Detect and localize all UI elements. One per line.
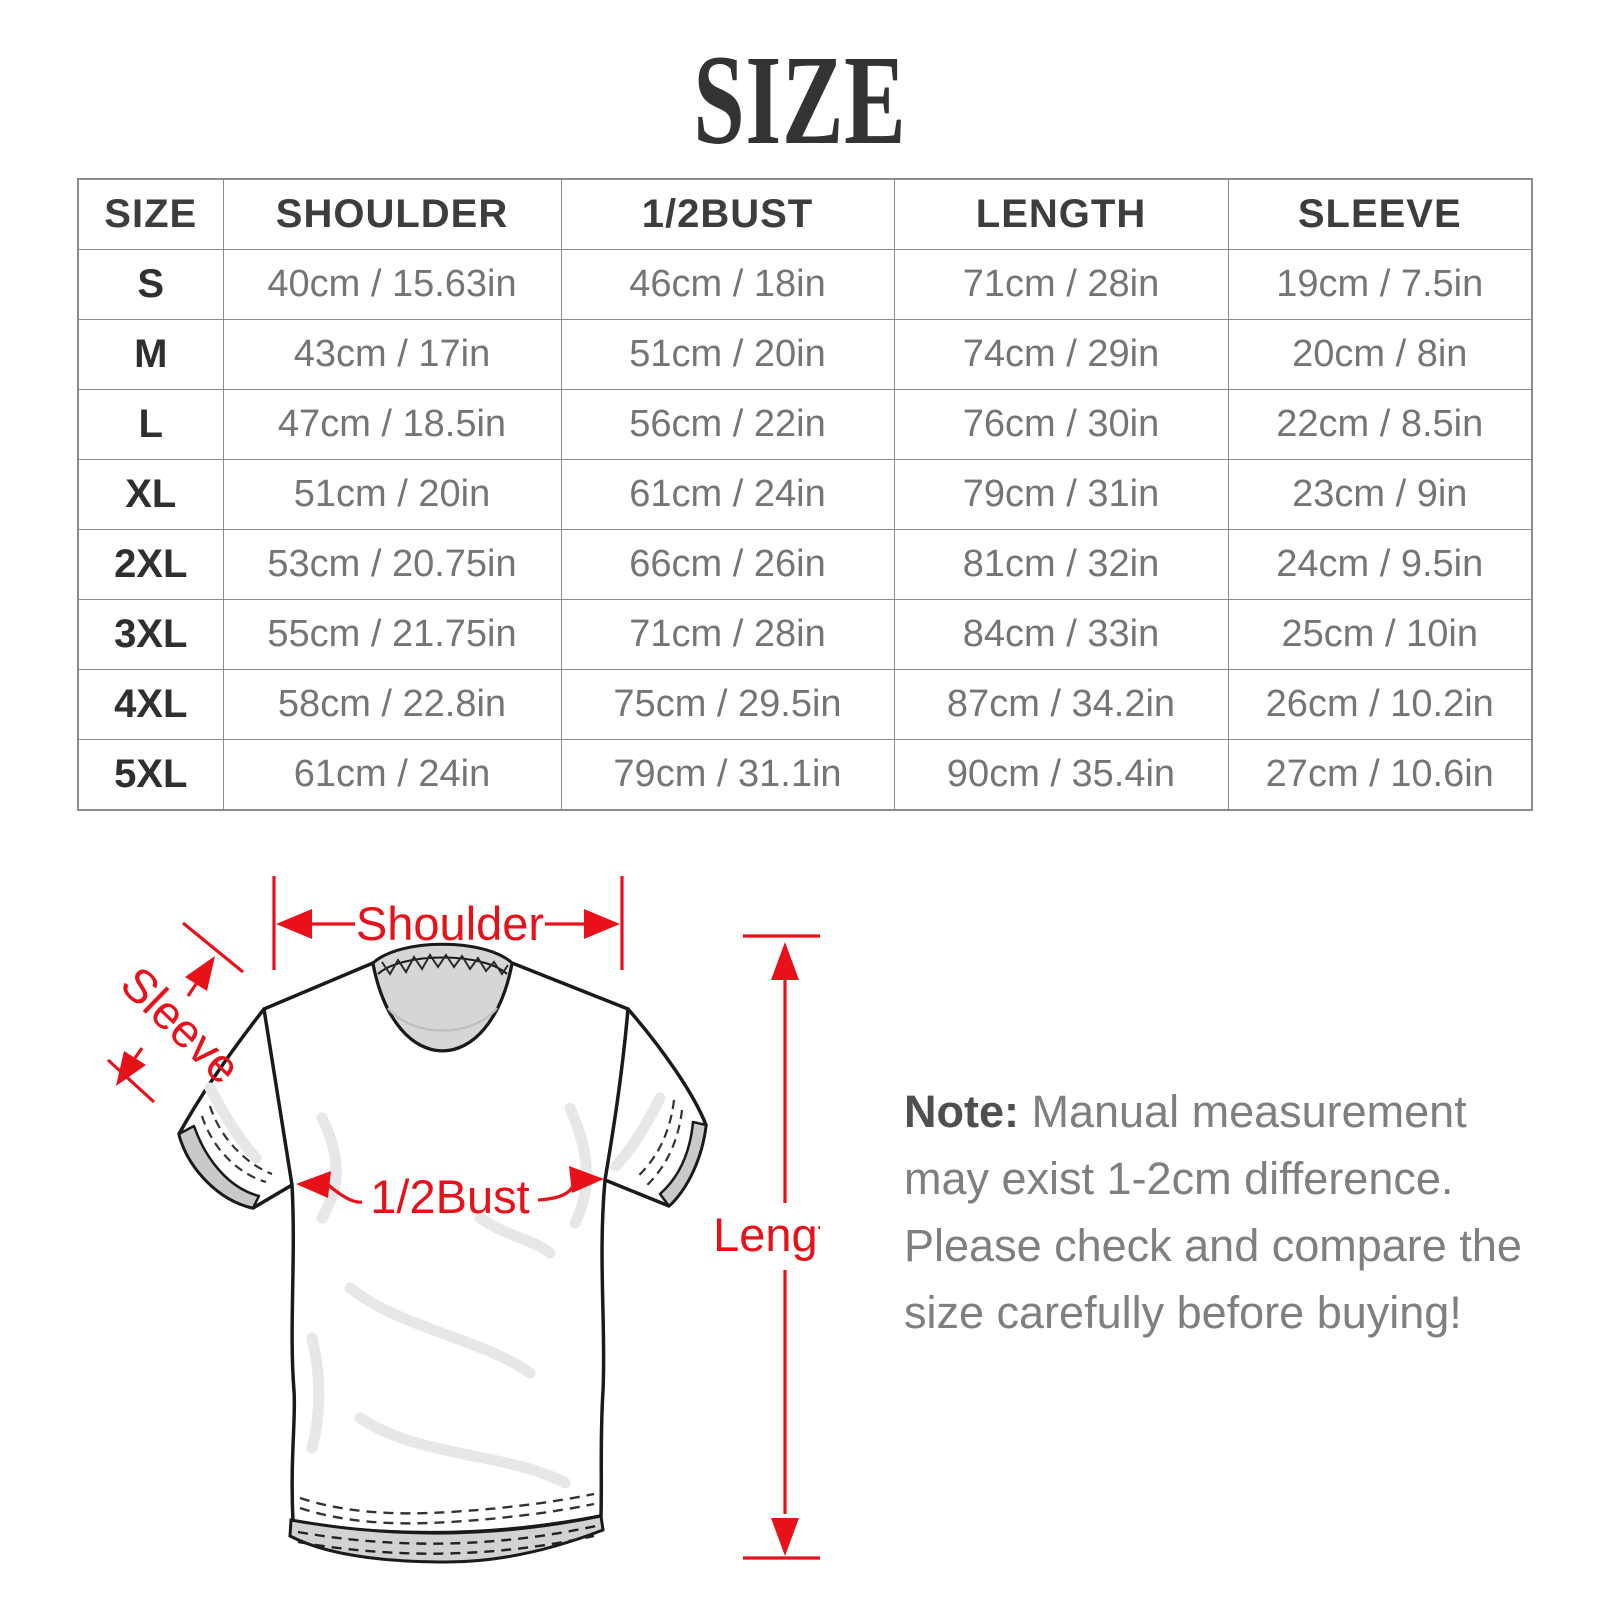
table-row: 5XL 61cm / 24in 79cm / 31.1in 90cm / 35.4in… xyxy=(77,739,1533,811)
shoulder-arrow xyxy=(272,876,624,970)
size-label-cell: 3XL xyxy=(77,599,224,670)
measurement-cell: 43cm / 17in xyxy=(222,319,562,390)
size-label-cell: XL xyxy=(77,459,224,530)
measurement-cell: 61cm / 24in xyxy=(560,459,895,530)
header-sleeve: SLEEVE xyxy=(1227,178,1533,250)
table-row: 2XL 53cm / 20.75in 66cm / 26in 81cm / 32in 2… xyxy=(77,529,1533,600)
table-row: 4XL 58cm / 22.8in 75cm / 29.5in 87cm / 34.2… xyxy=(77,669,1533,740)
measurement-cell: 46cm / 18in xyxy=(560,249,895,320)
measurement-cell: 22cm / 8.5in xyxy=(1227,389,1533,460)
measurement-cell: 23cm / 9in xyxy=(1227,459,1533,530)
measurement-cell: 25cm / 10in xyxy=(1227,599,1533,670)
measurement-cell: 79cm / 31in xyxy=(893,459,1229,530)
table-row: 3XL 55cm / 21.75in 71cm / 28in 84cm / 33in 2… xyxy=(77,599,1533,670)
measurement-cell: 51cm / 20in xyxy=(560,319,895,390)
measurement-cell: 20cm / 8in xyxy=(1227,319,1533,390)
bust-label: 1/2Bust xyxy=(370,1170,529,1223)
size-label-cell: 2XL xyxy=(77,529,224,600)
note-block: Note: Manual measurement may exist 1-2cm… xyxy=(904,1078,1528,1346)
measurement-cell: 79cm / 31.1in xyxy=(560,739,895,811)
hem xyxy=(288,1492,605,1564)
header-length: LENGTH xyxy=(893,178,1229,250)
collar-stitching xyxy=(381,953,509,976)
length-label: Length xyxy=(713,1208,820,1261)
measurement-cell: 55cm / 21.75in xyxy=(222,599,562,670)
measurement-cell: 26cm / 10.2in xyxy=(1227,669,1533,740)
measurement-cell: 24cm / 9.5in xyxy=(1227,529,1533,600)
measurement-cell: 75cm / 29.5in xyxy=(560,669,895,740)
measurement-cell: 71cm / 28in xyxy=(560,599,895,670)
size-label-cell: M xyxy=(77,319,224,390)
size-table-header: SIZE SHOULDER 1/2BUST LENGTH SLEEVE xyxy=(77,178,1533,250)
size-table-body: S 40cm / 15.63in 46cm / 18in 71cm / 28in 19c… xyxy=(77,249,1533,811)
measurement-cell: 40cm / 15.63in xyxy=(222,249,562,320)
table-row: L 47cm / 18.5in 56cm / 22in 76cm / 30in 22cm… xyxy=(77,389,1533,460)
table-row: XL 51cm / 20in 61cm / 24in 79cm / 31in 23cm … xyxy=(77,459,1533,530)
note-label: Note: xyxy=(904,1086,1019,1137)
collar xyxy=(371,942,514,1053)
measurement-cell: 61cm / 24in xyxy=(222,739,562,811)
measurement-cell: 27cm / 10.6in xyxy=(1227,739,1533,811)
size-table: SIZE SHOULDER 1/2BUST LENGTH SLEEVE S 40c… xyxy=(77,178,1533,811)
measurement-cell: 66cm / 26in xyxy=(560,529,895,600)
measurement-cell: 81cm / 32in xyxy=(893,529,1229,600)
size-label-cell: S xyxy=(77,249,224,320)
shoulder-label: Shoulder xyxy=(356,897,544,950)
measurement-cell: 87cm / 34.2in xyxy=(893,669,1229,740)
page-title: SIZE xyxy=(693,29,907,171)
header-size: SIZE xyxy=(77,178,224,250)
measurement-cell: 19cm / 7.5in xyxy=(1227,249,1533,320)
header-shoulder: SHOULDER xyxy=(222,178,562,250)
left-sleeve xyxy=(177,1007,302,1210)
measurement-cell: 84cm / 33in xyxy=(893,599,1229,670)
size-label-cell: 4XL xyxy=(77,669,224,740)
measurement-cell: 56cm / 22in xyxy=(560,389,895,460)
bust-arrow xyxy=(296,1166,604,1204)
measurement-cell: 71cm / 28in xyxy=(893,249,1229,320)
note-text: Manual measurement may exist 1-2cm diffe… xyxy=(904,1086,1522,1338)
size-label-cell: 5XL xyxy=(77,739,224,811)
measurement-cell: 53cm / 20.75in xyxy=(222,529,562,600)
measurement-cell: 47cm / 18.5in xyxy=(222,389,562,460)
measurement-cell: 58cm / 22.8in xyxy=(222,669,562,740)
measurement-cell: 90cm / 35.4in xyxy=(893,739,1229,811)
size-label-cell: L xyxy=(77,389,224,460)
tshirt-measurement-diagram: Shoulder Sleeve 1/2Bust Length xyxy=(106,876,820,1564)
header-bust: 1/2BUST xyxy=(560,178,895,250)
header-row: SIZE SHOULDER 1/2BUST LENGTH SLEEVE xyxy=(77,178,1533,250)
measurement-cell: 51cm / 20in xyxy=(222,459,562,530)
table-row: S 40cm / 15.63in 46cm / 18in 71cm / 28in 19c… xyxy=(77,249,1533,320)
length-arrow xyxy=(743,934,820,1560)
tshirt-body xyxy=(262,961,630,1535)
wrinkle-shading xyxy=(204,1082,666,1489)
sleeve-arrow xyxy=(106,921,245,1104)
measurement-cell: 74cm / 29in xyxy=(893,319,1229,390)
page-title-wrap: SIZE xyxy=(0,30,1600,171)
table-row: M 43cm / 17in 51cm / 20in 74cm / 29in 20cm /… xyxy=(77,319,1533,390)
measurement-cell: 76cm / 30in xyxy=(893,389,1229,460)
